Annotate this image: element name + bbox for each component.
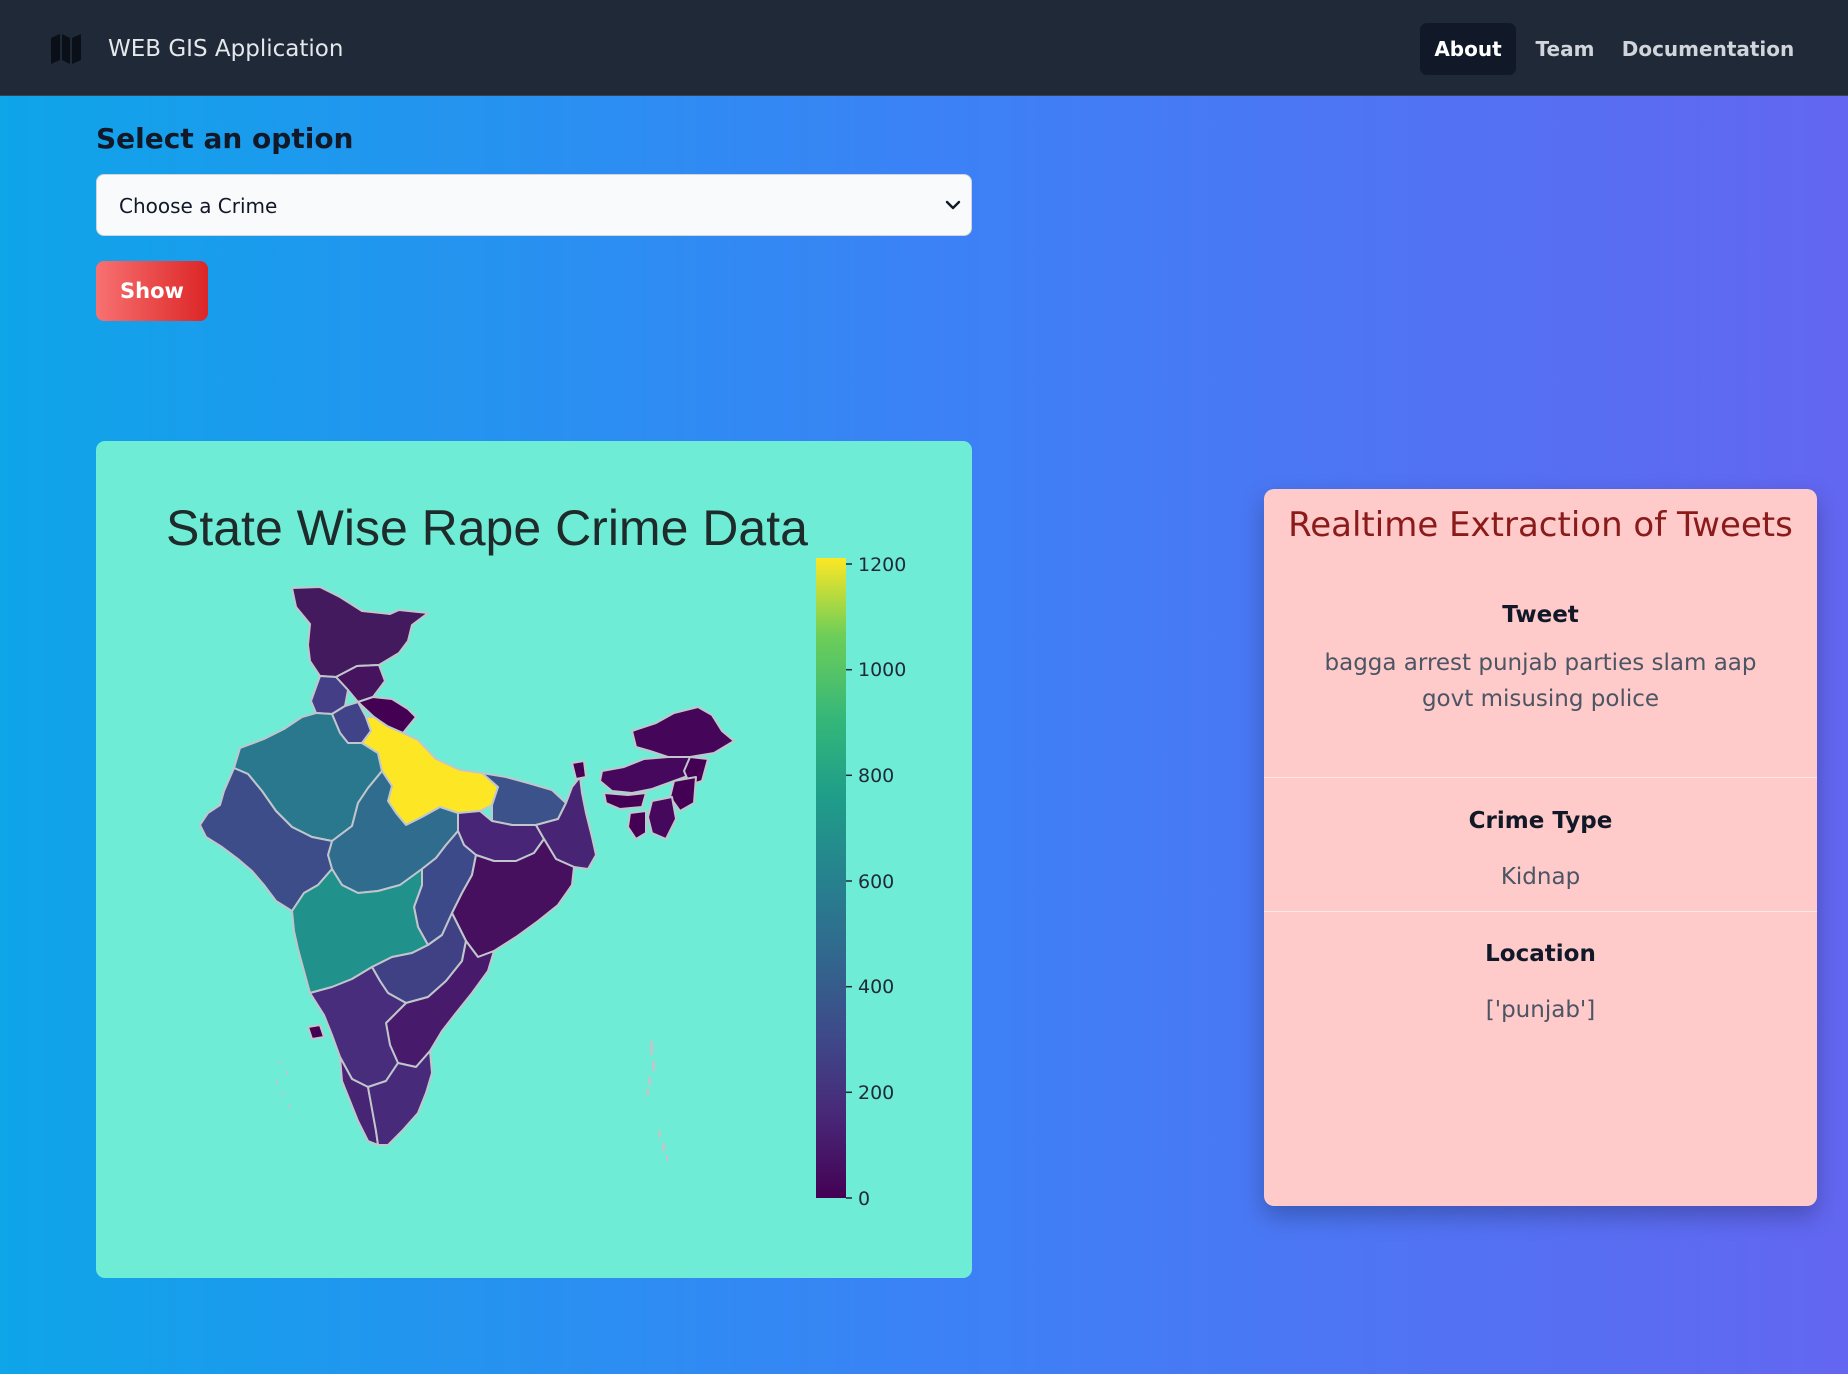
nav-documentation[interactable]: Documentation: [1621, 37, 1795, 61]
crime-type-label: Crime Type: [1468, 808, 1613, 834]
map-card: 0 200 400 600 800 1000 1200 State Wise R…: [96, 441, 972, 1278]
state-maharashtra: [291, 868, 429, 994]
state-mizoram: [647, 796, 677, 840]
colorbar: [816, 558, 846, 1198]
state-meghalaya: [603, 792, 647, 810]
colorbar-ticks: [846, 563, 852, 1199]
state-tamil-nadu: [367, 1050, 433, 1146]
tweet-label: Tweet: [1502, 602, 1579, 628]
state-jammu-kashmir: [291, 586, 429, 678]
state-karnataka: [309, 966, 407, 1088]
state-arunachal: [631, 706, 735, 758]
lakshadweep-islands: [276, 1061, 290, 1108]
state-himachal: [335, 664, 386, 703]
location-label: Location: [1485, 941, 1596, 967]
colorbar-tick-200: 200: [858, 1082, 894, 1104]
divider: [1264, 911, 1817, 912]
state-tripura: [627, 810, 647, 840]
tweet-card-title: Realtime Extraction of Tweets: [1288, 505, 1793, 545]
state-bihar: [481, 772, 567, 826]
andaman-islands: [646, 1041, 668, 1161]
colorbar-tick-0: 0: [858, 1188, 870, 1210]
colorbar-tick-1200: 1200: [858, 554, 906, 576]
chevron-down-icon: [945, 200, 961, 210]
crime-select[interactable]: Choose a Crime: [96, 174, 972, 236]
colorbar-tick-600: 600: [858, 871, 894, 893]
tweet-card: Realtime Extraction of Tweets Tweet bagg…: [1264, 489, 1817, 1206]
colorbar-tick-1000: 1000: [858, 659, 906, 681]
divider: [1264, 777, 1817, 778]
state-manipur: [669, 776, 697, 812]
brand-title[interactable]: WEB GIS Application: [108, 36, 344, 62]
map-title: State Wise Rape Crime Data: [166, 500, 808, 556]
tweet-text: bagga arrest punjab parties slam aap gov…: [1324, 650, 1757, 712]
state-sikkim: [571, 760, 587, 780]
select-label: Select an option: [96, 122, 354, 155]
colorbar-tick-400: 400: [858, 976, 894, 998]
crime-select-value: Choose a Crime: [119, 194, 278, 218]
map-icon: [51, 34, 81, 64]
state-goa: [307, 1024, 325, 1040]
show-button[interactable]: Show: [96, 261, 208, 321]
india-choropleth: 0 200 400 600 800 1000 1200: [199, 554, 906, 1210]
nav-about[interactable]: About: [1420, 23, 1516, 75]
crime-type-value: Kidnap: [1500, 864, 1581, 890]
state-odisha: [451, 838, 575, 958]
navbar: WEB GIS Application About Team Documenta…: [0, 0, 1848, 96]
location-value: ['punjab']: [1485, 997, 1596, 1023]
nav-team[interactable]: Team: [1535, 37, 1595, 61]
colorbar-tick-800: 800: [858, 765, 894, 787]
